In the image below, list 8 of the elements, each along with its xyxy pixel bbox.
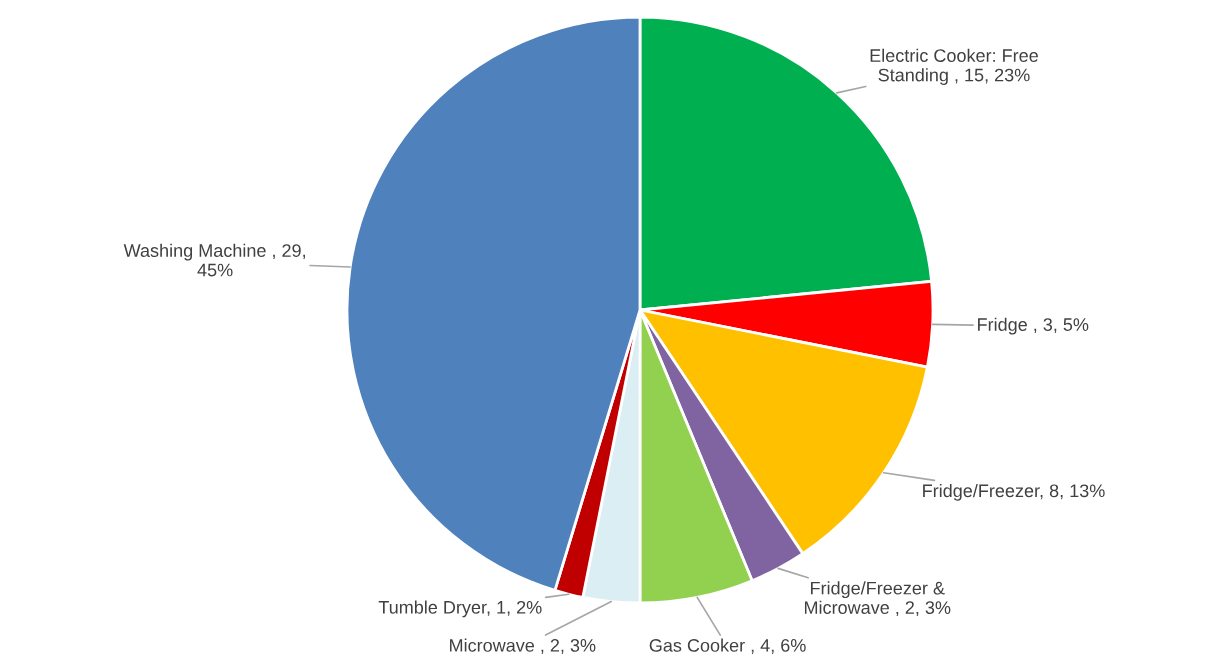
slice-label: Electric Cooker: Free Standing , 15, 23% xyxy=(870,48,1038,85)
slice-label: Tumble Dryer, 1, 2% xyxy=(378,600,542,618)
slice-label: Gas Cooker , 4, 6% xyxy=(649,638,806,654)
slice-label: Fridge/Freezer, 8, 13% xyxy=(923,483,1105,501)
slice-label: Washing Machine , 29, 45% xyxy=(123,243,305,277)
slice-label: Fridge , 3, 5% xyxy=(978,317,1089,335)
slice-label: Fridge/Freezer & Microwave , 2, 3% xyxy=(804,581,951,617)
slice-label: Microwave , 2, 3% xyxy=(450,638,596,654)
